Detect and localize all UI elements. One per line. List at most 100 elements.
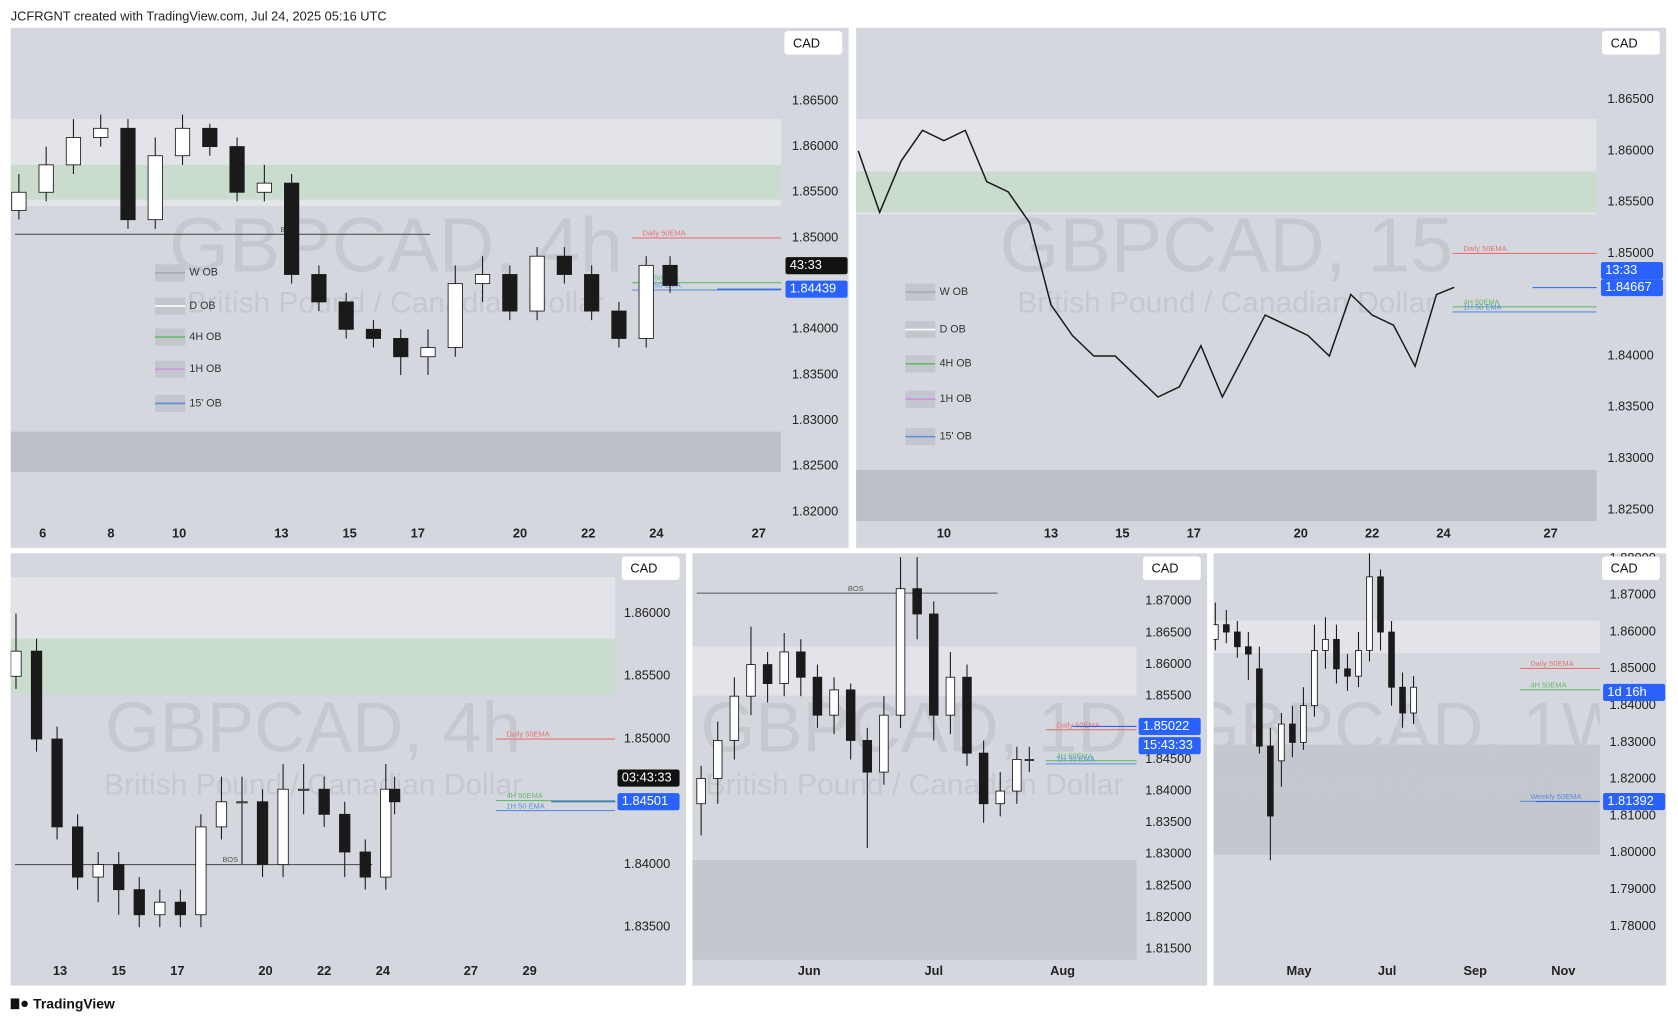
currency-box: [1602, 556, 1660, 581]
candle-body: [38, 164, 54, 193]
x-tick-label: 24: [1436, 525, 1451, 540]
annotation-label: Daily 50EMA: [643, 229, 686, 238]
candle-body: [995, 790, 1005, 805]
countdown-box: [1138, 737, 1201, 755]
x-tick-label: 20: [258, 963, 272, 978]
order-block-zone: [1213, 744, 1600, 855]
header: JCFRGNT created with TradingView.com, Ju…: [11, 9, 387, 24]
candle-body: [945, 676, 956, 716]
x-tick-label: Jul: [924, 963, 943, 978]
y-tick-label: 1.83500: [1145, 814, 1191, 829]
candle-body: [311, 274, 327, 303]
legend-label: 1H OB: [940, 393, 972, 405]
price-label-box: [785, 280, 848, 298]
candle-body: [1355, 649, 1362, 677]
candle-body: [147, 155, 163, 221]
legend-label: 15' OB: [940, 430, 972, 442]
y-tick-label: 1.86500: [1145, 624, 1191, 639]
y-tick-label: 1.84000: [1145, 782, 1191, 797]
order-block-zone: [10, 164, 782, 200]
x-tick-label: 27: [1543, 525, 1557, 540]
y-tick-label: 1.86000: [1607, 142, 1653, 157]
candle-body: [297, 788, 310, 791]
candle-body: [1322, 638, 1329, 651]
y-tick-label: 1.85500: [1145, 688, 1191, 703]
candle-body: [779, 651, 789, 684]
candle-body: [236, 801, 248, 804]
x-tick-label: Jul: [1378, 963, 1397, 978]
y-tick-label: 1.85000: [792, 229, 838, 244]
candle-body: [120, 127, 136, 221]
candle-body: [30, 650, 43, 740]
y-tick-label: 1.86500: [792, 92, 838, 107]
annotation-label: 1H 50 EMA: [507, 801, 545, 810]
candle-body: [584, 274, 600, 312]
candle-body: [862, 740, 873, 773]
annotation-label: 1H 50 EMA: [1057, 755, 1095, 764]
currency-box: [784, 31, 843, 55]
candle-body: [1289, 723, 1296, 743]
y-tick-label: 1.85500: [624, 668, 670, 683]
candle-body: [696, 777, 706, 805]
order-block-zone: [856, 171, 1597, 213]
legend-label: 1H OB: [189, 363, 221, 375]
annotation-label: 4H 50EMA: [1057, 751, 1093, 760]
x-tick-label: 17: [411, 525, 425, 540]
candle-body: [51, 738, 63, 828]
price-label-box: [1600, 279, 1664, 297]
annotation-label: Daily 50EMA: [1530, 659, 1573, 668]
candle-body: [256, 801, 269, 865]
x-tick-label: Jun: [798, 963, 821, 978]
y-tick-label: 1.86000: [1145, 656, 1191, 671]
candle-body: [713, 740, 723, 779]
x-tick-label: 24: [649, 525, 664, 540]
candle-body: [1234, 631, 1241, 648]
watermark: GBPCAD, 15: [999, 202, 1453, 288]
candle-body: [1012, 759, 1022, 792]
candle-body: [284, 182, 300, 275]
y-tick-label: 1.85000: [1607, 245, 1653, 260]
y-tick-label: 1.81000: [1610, 807, 1656, 822]
candle-body: [929, 613, 939, 716]
candle-body: [365, 328, 382, 339]
x-tick-label: 10: [937, 525, 951, 540]
countdown-box: [1603, 683, 1666, 702]
candle-body: [1213, 624, 1219, 640]
price-label-box: [617, 793, 680, 811]
y-tick-label: 1.83500: [1607, 399, 1653, 414]
order-block-zone: [856, 469, 1597, 522]
y-tick-label: 1.83000: [1607, 450, 1653, 465]
candle-body: [611, 310, 627, 339]
x-tick-label: 15: [342, 525, 356, 540]
y-tick-label: 1.85500: [1607, 194, 1653, 209]
candle-body: [796, 651, 806, 678]
candle-body: [662, 264, 678, 286]
candle-body: [879, 714, 889, 773]
y-tick-label: 1.82500: [792, 458, 838, 473]
candle-body: [1344, 668, 1351, 677]
candle-body: [1024, 759, 1035, 761]
candle-body: [154, 901, 166, 916]
candle-body: [256, 182, 272, 193]
candle-body: [895, 588, 906, 716]
candle-body: [962, 676, 972, 754]
panel-background: [856, 27, 1667, 548]
candle-body: [1223, 624, 1230, 633]
countdown: 1d 16h: [1607, 684, 1646, 699]
countdown: 15:43:33: [1143, 737, 1193, 752]
candle-body: [380, 788, 392, 878]
y-tick-label: 1.86500: [1607, 91, 1653, 106]
x-tick-label: 13: [53, 963, 67, 978]
annotation-label: Daily 50EMA: [1463, 244, 1506, 253]
currency-box: [621, 556, 680, 581]
order-block-zone: [10, 431, 782, 472]
candle-body: [1410, 686, 1417, 714]
legend-label: W OB: [189, 267, 217, 279]
candle-body: [845, 689, 856, 741]
candle-body: [1377, 576, 1384, 633]
